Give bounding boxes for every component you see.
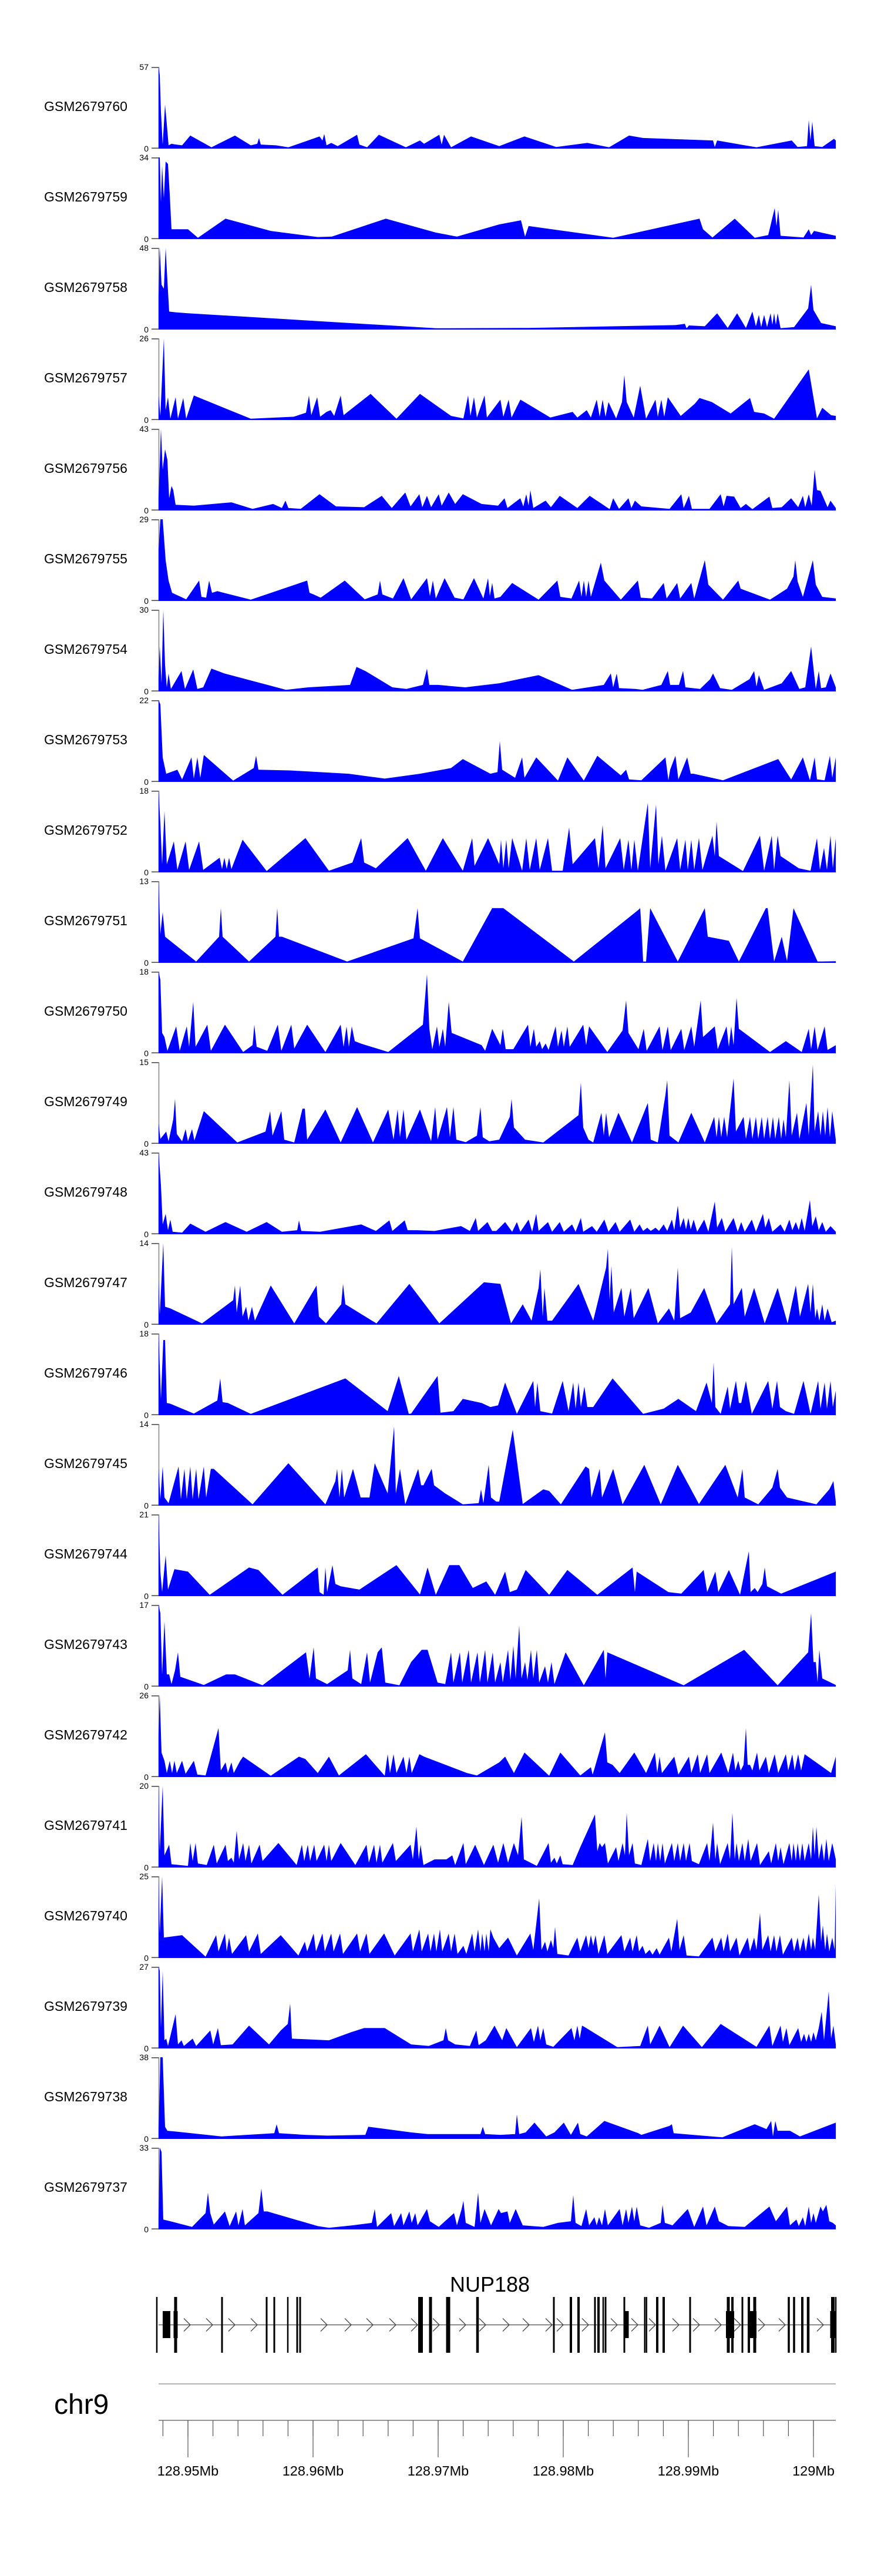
svg-text:0: 0 (144, 415, 149, 425)
svg-text:0: 0 (144, 1682, 149, 1691)
svg-text:GSM2679742: GSM2679742 (44, 1727, 127, 1742)
svg-text:GSM2679745: GSM2679745 (44, 1456, 127, 1471)
svg-text:chr9: chr9 (54, 2389, 109, 2420)
svg-text:0: 0 (144, 1591, 149, 1601)
svg-text:21: 21 (139, 1510, 149, 1519)
svg-text:0: 0 (144, 1863, 149, 1872)
svg-text:0: 0 (144, 777, 149, 787)
svg-text:20: 20 (139, 1781, 149, 1791)
svg-text:18: 18 (139, 967, 149, 976)
svg-text:GSM2679747: GSM2679747 (44, 1275, 127, 1290)
svg-text:18: 18 (139, 1329, 149, 1338)
svg-text:GSM2679748: GSM2679748 (44, 1184, 127, 1200)
svg-text:0: 0 (144, 2044, 149, 2053)
svg-text:26: 26 (139, 334, 149, 343)
svg-text:0: 0 (144, 958, 149, 968)
svg-text:GSM2679737: GSM2679737 (44, 2179, 127, 2195)
svg-text:0: 0 (144, 1953, 149, 1963)
svg-text:43: 43 (139, 424, 149, 434)
svg-text:0: 0 (144, 1049, 149, 1058)
svg-text:0: 0 (144, 1230, 149, 1239)
svg-text:GSM2679755: GSM2679755 (44, 551, 127, 566)
svg-text:0: 0 (144, 1501, 149, 1510)
svg-text:13: 13 (139, 876, 149, 886)
svg-text:GSM2679744: GSM2679744 (44, 1546, 127, 1561)
svg-text:GSM2679758: GSM2679758 (44, 280, 127, 295)
svg-text:0: 0 (144, 1410, 149, 1420)
svg-text:0: 0 (144, 1139, 149, 1148)
svg-text:29: 29 (139, 515, 149, 524)
svg-text:30: 30 (139, 605, 149, 614)
svg-text:0: 0 (144, 687, 149, 696)
svg-text:0: 0 (144, 868, 149, 877)
svg-text:GSM2679751: GSM2679751 (44, 913, 127, 928)
svg-text:0: 0 (144, 1772, 149, 1782)
svg-text:129Mb: 129Mb (792, 2463, 835, 2478)
svg-text:0: 0 (144, 325, 149, 334)
svg-text:22: 22 (139, 696, 149, 705)
svg-text:26: 26 (139, 1691, 149, 1700)
svg-text:48: 48 (139, 243, 149, 253)
svg-text:128.95Mb: 128.95Mb (157, 2463, 219, 2478)
svg-text:0: 0 (144, 144, 149, 153)
svg-text:GSM2679741: GSM2679741 (44, 1818, 127, 1833)
svg-text:14: 14 (139, 1238, 149, 1248)
svg-text:GSM2679759: GSM2679759 (44, 189, 127, 204)
svg-text:GSM2679740: GSM2679740 (44, 1908, 127, 1923)
svg-text:34: 34 (139, 153, 149, 162)
svg-text:GSM2679749: GSM2679749 (44, 1094, 127, 1109)
svg-text:27: 27 (139, 1962, 149, 1972)
svg-text:NUP188: NUP188 (450, 2272, 530, 2296)
svg-text:GSM2679752: GSM2679752 (44, 822, 127, 838)
svg-text:18: 18 (139, 786, 149, 795)
svg-text:GSM2679746: GSM2679746 (44, 1365, 127, 1381)
svg-text:25: 25 (139, 1872, 149, 1881)
svg-text:GSM2679754: GSM2679754 (44, 642, 127, 657)
svg-text:GSM2679738: GSM2679738 (44, 2089, 127, 2104)
svg-text:GSM2679753: GSM2679753 (44, 732, 127, 747)
svg-text:GSM2679739: GSM2679739 (44, 1999, 127, 2014)
svg-text:15: 15 (139, 1057, 149, 1067)
svg-text:17: 17 (139, 1600, 149, 1610)
svg-text:14: 14 (139, 1419, 149, 1429)
svg-text:43: 43 (139, 1148, 149, 1157)
svg-text:GSM2679756: GSM2679756 (44, 461, 127, 476)
svg-text:GSM2679760: GSM2679760 (44, 99, 127, 114)
svg-text:38: 38 (139, 2053, 149, 2062)
svg-text:57: 57 (139, 62, 149, 72)
svg-text:128.99Mb: 128.99Mb (658, 2463, 719, 2478)
svg-text:0: 0 (144, 2225, 149, 2234)
svg-text:0: 0 (144, 234, 149, 244)
svg-text:GSM2679757: GSM2679757 (44, 370, 127, 385)
svg-text:33: 33 (139, 2143, 149, 2152)
svg-text:GSM2679750: GSM2679750 (44, 1003, 127, 1019)
svg-text:128.97Mb: 128.97Mb (408, 2463, 469, 2478)
svg-text:0: 0 (144, 2134, 149, 2144)
svg-text:0: 0 (144, 596, 149, 606)
svg-text:0: 0 (144, 1320, 149, 1329)
svg-text:GSM2679743: GSM2679743 (44, 1637, 127, 1652)
svg-text:128.96Mb: 128.96Mb (283, 2463, 344, 2478)
svg-text:128.98Mb: 128.98Mb (533, 2463, 594, 2478)
svg-text:0: 0 (144, 506, 149, 515)
